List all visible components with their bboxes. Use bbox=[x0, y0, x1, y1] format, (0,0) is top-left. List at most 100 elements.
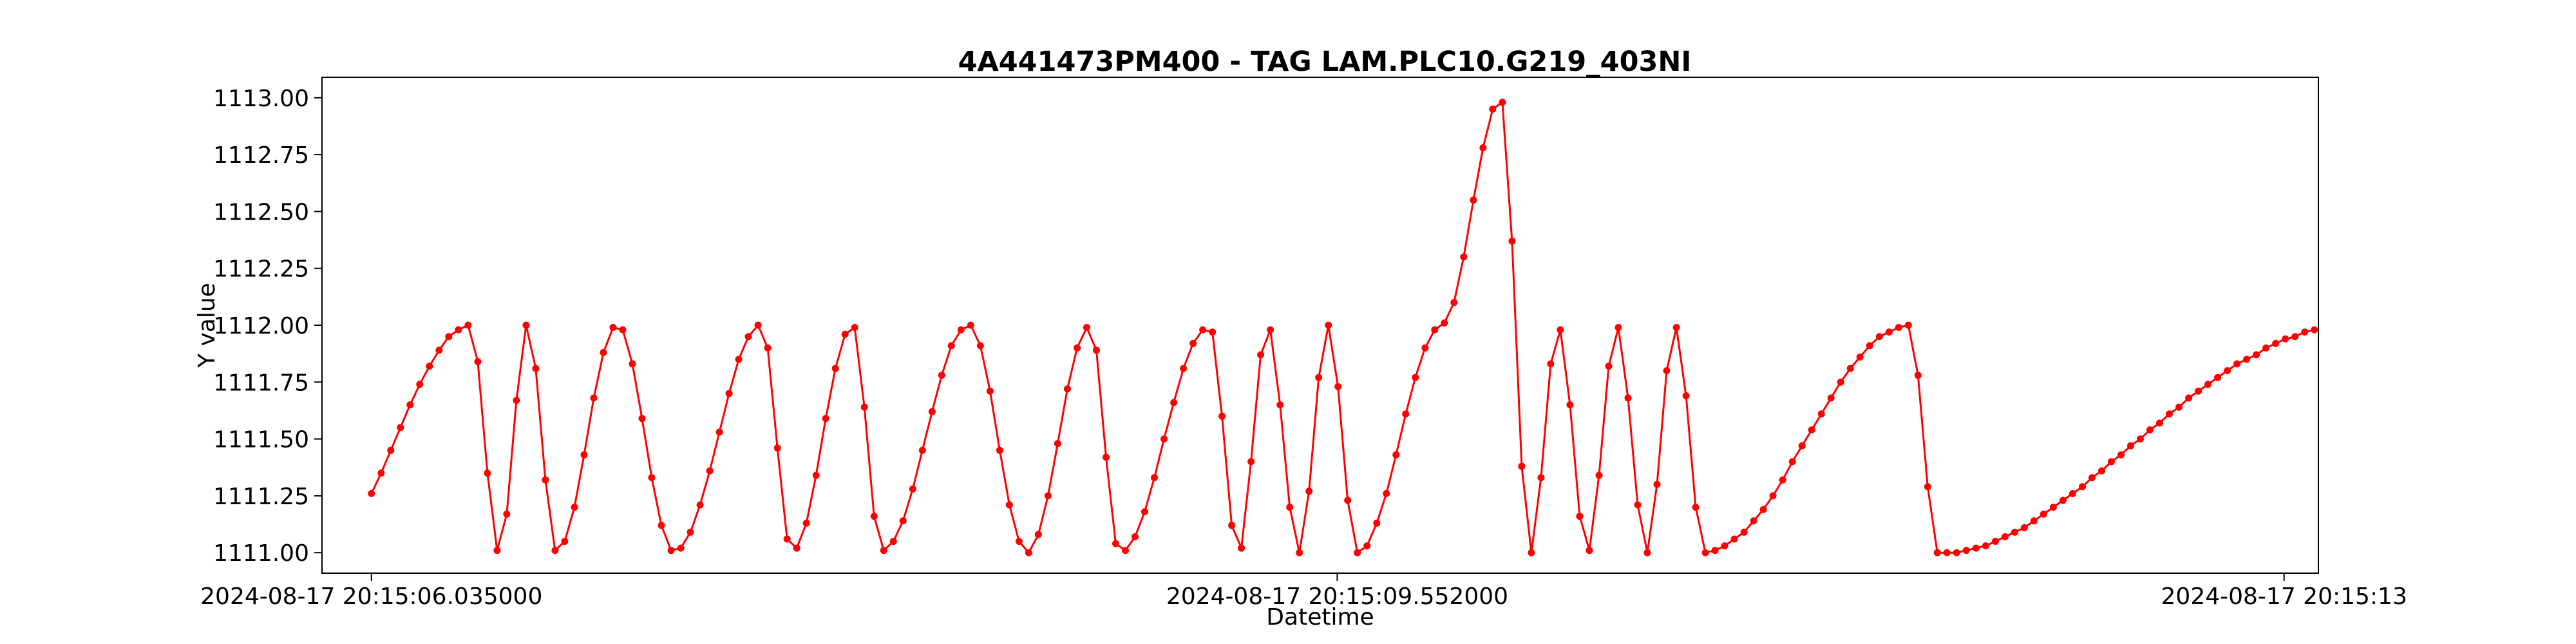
data-point bbox=[1875, 333, 1883, 341]
data-point bbox=[918, 446, 926, 454]
data-point bbox=[1827, 394, 1835, 402]
data-point bbox=[2301, 328, 2309, 336]
data-point bbox=[1170, 399, 1178, 406]
data-point bbox=[368, 489, 375, 497]
y-axis: 1111.00 1111.25 1111.50 1111.75 1112.00 1112.… bbox=[213, 86, 322, 567]
data-point bbox=[503, 510, 511, 518]
data-point bbox=[1962, 547, 1970, 554]
y-tick-label: 1112.75 bbox=[213, 142, 309, 169]
data-point bbox=[754, 321, 762, 329]
data-point bbox=[1982, 542, 1989, 550]
data-point bbox=[1711, 547, 1719, 554]
y-axis-title: Y value bbox=[194, 283, 220, 368]
data-point bbox=[1209, 328, 1217, 336]
data-point bbox=[1701, 549, 1709, 556]
data-point bbox=[2311, 326, 2318, 334]
data-point bbox=[455, 326, 462, 334]
data-point bbox=[2127, 442, 2134, 450]
data-point bbox=[2108, 458, 2115, 466]
data-point bbox=[667, 547, 675, 554]
data-point bbox=[590, 394, 598, 402]
data-point bbox=[812, 471, 820, 479]
data-point bbox=[1615, 324, 1622, 331]
data-point bbox=[406, 401, 414, 409]
data-point bbox=[1759, 506, 1767, 513]
data-point bbox=[1112, 540, 1119, 547]
data-point bbox=[1508, 237, 1516, 245]
data-point bbox=[493, 547, 501, 554]
data-point bbox=[638, 415, 646, 422]
data-point bbox=[1537, 474, 1545, 482]
data-point bbox=[1103, 453, 1110, 461]
data-point bbox=[1093, 346, 1100, 354]
data-point bbox=[1692, 504, 1700, 511]
data-point bbox=[1189, 339, 1197, 347]
data-point bbox=[880, 547, 887, 554]
data-point bbox=[957, 326, 965, 334]
data-point bbox=[841, 330, 849, 338]
data-point bbox=[1325, 321, 1332, 329]
data-point bbox=[1624, 394, 1632, 402]
data-point bbox=[1817, 410, 1825, 418]
data-point bbox=[899, 517, 907, 525]
data-point bbox=[1441, 319, 1448, 327]
data-point bbox=[1885, 328, 1893, 336]
data-point bbox=[744, 333, 752, 341]
data-point bbox=[658, 522, 665, 529]
data-point bbox=[1044, 492, 1052, 500]
data-point bbox=[715, 428, 723, 436]
data-point bbox=[1943, 549, 1951, 556]
data-point bbox=[860, 403, 868, 411]
y-tick-label: 1112.50 bbox=[213, 199, 309, 225]
data-point bbox=[1460, 253, 1468, 261]
y-tick-label: 1111.25 bbox=[213, 484, 309, 510]
data-point bbox=[1083, 324, 1090, 331]
series-layer bbox=[368, 99, 2318, 556]
data-point bbox=[1238, 544, 1245, 552]
data-point bbox=[397, 424, 404, 431]
data-point bbox=[938, 372, 945, 379]
x-tick-label: 2024-08-17 20:15:06.035000 bbox=[200, 583, 542, 610]
x-axis: 2024-08-17 20:15:06.035000 2024-08-17 20:… bbox=[200, 573, 2407, 610]
data-point bbox=[1547, 360, 1555, 368]
data-point bbox=[2262, 344, 2270, 352]
data-point bbox=[2253, 351, 2260, 359]
data-point bbox=[1866, 342, 1873, 350]
data-point bbox=[831, 365, 839, 372]
data-point bbox=[1421, 344, 1429, 352]
data-point bbox=[1663, 367, 1671, 375]
data-point bbox=[2030, 517, 2038, 525]
data-point bbox=[426, 363, 433, 370]
y-tick-label: 1112.25 bbox=[213, 256, 309, 283]
chart-title: 4A441473PM400 - TAG LAM.PLC10.G219_403NI bbox=[958, 46, 1692, 78]
data-point bbox=[1267, 326, 1274, 334]
data-point bbox=[2079, 483, 2086, 491]
data-point bbox=[377, 469, 385, 477]
data-point bbox=[2282, 335, 2289, 343]
data-point bbox=[1586, 547, 1593, 554]
y-tick-label: 1112.00 bbox=[213, 313, 309, 339]
data-point bbox=[783, 535, 791, 543]
data-point bbox=[1788, 458, 1796, 466]
data-point bbox=[1605, 363, 1613, 370]
data-point bbox=[928, 408, 936, 415]
data-point bbox=[1180, 365, 1188, 372]
data-point bbox=[1769, 492, 1777, 500]
data-point bbox=[532, 365, 540, 372]
data-point bbox=[1160, 435, 1168, 443]
data-point bbox=[1904, 321, 1912, 329]
data-point bbox=[1682, 392, 1690, 399]
data-point bbox=[773, 444, 781, 452]
data-point bbox=[1015, 538, 1023, 545]
data-point bbox=[2214, 374, 2222, 381]
data-point bbox=[851, 324, 858, 331]
data-point bbox=[1218, 412, 1226, 420]
data-point bbox=[1373, 519, 1381, 527]
data-point bbox=[1363, 542, 1371, 550]
data-point bbox=[1296, 549, 1303, 556]
data-point bbox=[1276, 401, 1284, 409]
data-point bbox=[976, 342, 984, 350]
data-point bbox=[1972, 544, 1980, 552]
